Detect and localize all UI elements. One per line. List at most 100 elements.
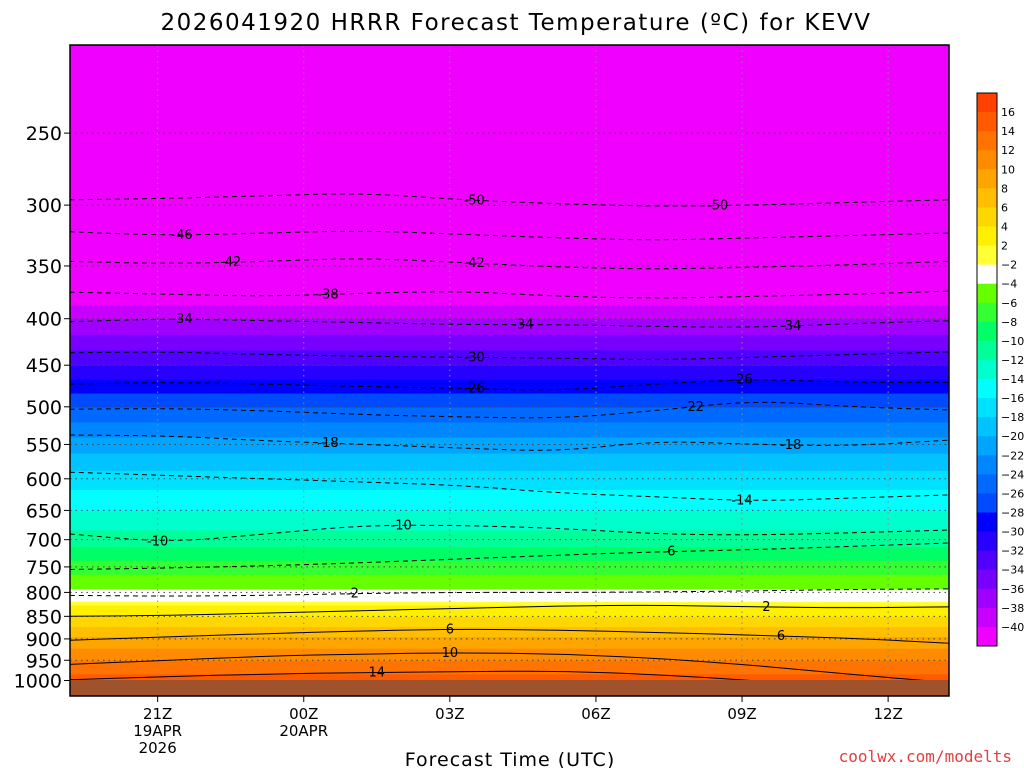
contour--34	[70, 318, 949, 328]
x-tick-label: 06Z	[581, 705, 610, 723]
contour-label: -22	[683, 400, 704, 415]
temperature-band	[70, 436, 949, 454]
x-tick-label: 00Z	[289, 705, 318, 723]
contour-label: -46	[171, 228, 192, 243]
contour-label: -26	[731, 373, 752, 388]
colorbar-tick-label: 4	[1001, 220, 1008, 233]
y-tick-label: 850	[26, 606, 62, 628]
ground-layer	[70, 680, 949, 696]
contour-label: -38	[317, 287, 338, 302]
contour-label: -14	[731, 494, 752, 509]
colorbar-swatch	[977, 493, 997, 513]
x-tick-label: 12Z	[873, 705, 902, 723]
colorbar-swatch	[977, 169, 997, 189]
y-tick-label: 400	[26, 309, 62, 331]
y-tick-label: 600	[26, 469, 62, 491]
colorbar-tick-label: −6	[1001, 297, 1017, 310]
colorbar-tick-label: −30	[1001, 526, 1024, 539]
colorbar-tick-label: −24	[1001, 468, 1024, 481]
contour--22	[70, 401, 949, 419]
contour-label: -10	[147, 535, 168, 550]
temperature-band	[70, 604, 949, 617]
contour--30	[70, 351, 949, 360]
x-tick-label: 20APR	[279, 722, 328, 740]
contour-label: -50	[464, 193, 485, 208]
temperature-band	[70, 636, 949, 649]
colorbar-swatch	[977, 379, 997, 399]
colorbar-swatch	[977, 512, 997, 532]
temperature-band	[70, 349, 949, 366]
y-tick-label: 1000	[14, 671, 62, 693]
temperature-band	[70, 45, 949, 306]
colorbar-swatch	[977, 550, 997, 571]
colorbar-tick-label: −10	[1001, 335, 1024, 348]
colorbar-swatch	[977, 436, 997, 456]
x-tick-label: 03Z	[435, 705, 464, 723]
contour-label: 6	[446, 622, 454, 637]
temperature-band	[70, 318, 949, 335]
contour-label: 14	[369, 665, 386, 680]
contour-label: -18	[317, 436, 338, 451]
contour-label: 6	[777, 629, 785, 644]
contour-label: -30	[464, 350, 485, 365]
contour-label: -42	[220, 255, 241, 270]
colorbar-swatch	[977, 93, 997, 113]
plot-area: -50 -50-46-42 -42-38-34 -34 -34-30-26-26-22-…	[70, 45, 949, 696]
colorbar-swatch	[977, 455, 997, 475]
colorbar-tick-label: −8	[1001, 316, 1017, 329]
contour-label: -34	[512, 318, 533, 333]
contour-10	[70, 652, 949, 683]
chart-title: 2026041920 HRRR Forecast Temperature (ºC…	[160, 10, 871, 36]
colorbar-tick-label: 10	[1001, 163, 1015, 176]
temperature-band	[70, 616, 949, 627]
temperature-band	[70, 489, 949, 512]
temperature-band	[70, 453, 949, 471]
x-tick-label: 2026	[139, 739, 177, 757]
x-tick-label: 21Z	[143, 705, 172, 723]
temperature-band	[70, 560, 949, 575]
colorbar-tick-label: −18	[1001, 411, 1024, 424]
temperature-band	[70, 510, 949, 531]
colorbar-swatch	[977, 226, 997, 246]
contour--46	[70, 230, 949, 241]
colorbar-swatch	[977, 626, 997, 647]
temperature-band	[70, 529, 949, 548]
y-tick-label: 350	[26, 256, 62, 278]
colorbar-swatch	[977, 131, 997, 151]
y-tick-label: 900	[26, 629, 62, 651]
contour-label: -42	[464, 256, 485, 271]
colorbar-tick-label: −14	[1001, 373, 1024, 386]
contour--50	[70, 193, 949, 207]
colorbar-swatch	[977, 607, 997, 628]
colorbar-swatch	[977, 112, 997, 132]
colorbar-tick-label: −26	[1001, 487, 1024, 500]
x-tick-label: 09Z	[727, 705, 756, 723]
y-tick-label: 700	[26, 530, 62, 552]
contour-label: 2	[762, 600, 770, 615]
colorbar-tick-label: −12	[1001, 354, 1024, 367]
contour--6	[70, 542, 949, 570]
temperature-band	[70, 305, 949, 320]
colorbar-swatch	[977, 245, 997, 266]
colorbar-tick-label: −28	[1001, 507, 1024, 520]
colorbar-tick-label: 8	[1001, 182, 1008, 195]
colorbar-swatch	[977, 398, 997, 418]
contour-label: -26	[464, 382, 485, 397]
colorbar-tick-label: −16	[1001, 392, 1024, 405]
colorbar-swatch	[977, 588, 997, 609]
y-tick-label: 750	[26, 557, 62, 579]
contour-6	[70, 628, 949, 644]
colorbar-tick-label: 12	[1001, 144, 1015, 157]
colorbar-swatch	[977, 302, 997, 323]
contour-label: -2	[346, 587, 359, 602]
temperature-band	[70, 365, 949, 380]
y-tick-label: 500	[26, 397, 62, 419]
colorbar-swatch	[977, 340, 997, 361]
contour--10	[70, 524, 949, 541]
colorbar-swatch	[977, 531, 997, 552]
temperature-band	[70, 470, 949, 490]
colorbar-tick-label: −40	[1001, 621, 1024, 634]
contour-label: -18	[780, 438, 801, 453]
colorbar-swatch	[977, 474, 997, 494]
